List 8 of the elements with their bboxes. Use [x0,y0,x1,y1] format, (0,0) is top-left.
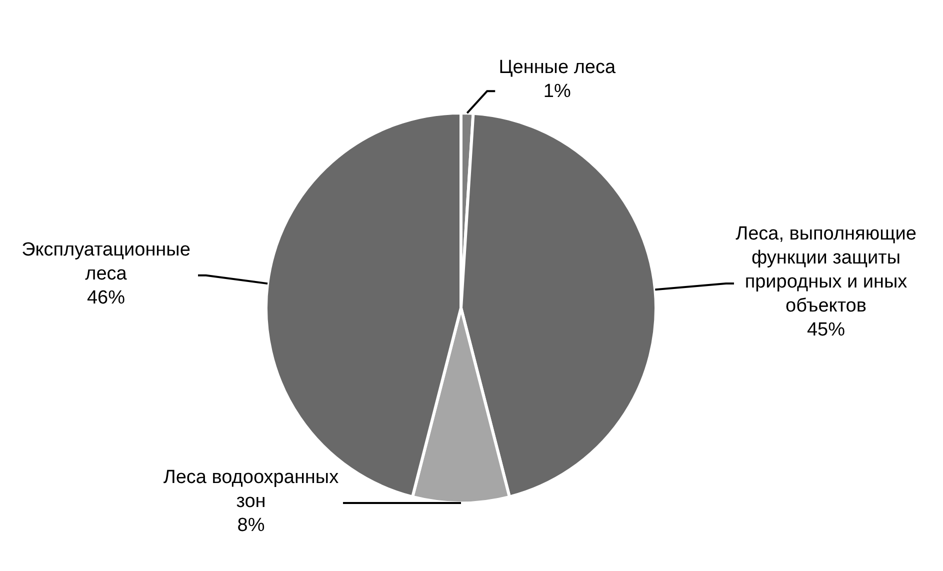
data-label: 8% [237,515,265,536]
slice-label: Эксплуатационные леса [22,239,190,284]
data-label: 46% [86,287,126,308]
slice-label: Леса водоохранных зон [163,467,340,512]
slice-label: Леса, выполняющие функции защиты природных и иных объектов [736,224,916,317]
data-label: 45% [806,320,846,341]
data-label: 1% [543,81,571,102]
slice-label: Ценные леса [498,57,616,78]
